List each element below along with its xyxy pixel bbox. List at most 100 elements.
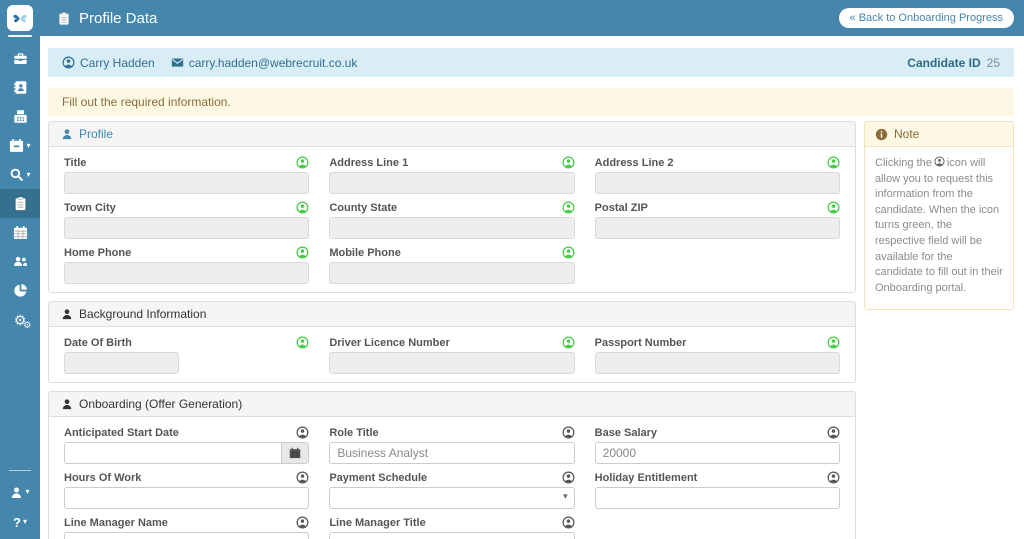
town-city-input bbox=[64, 217, 310, 239]
pie-chart-icon bbox=[13, 283, 28, 298]
date-of-birth-input bbox=[64, 352, 179, 374]
user-icon bbox=[61, 398, 73, 410]
sidebar-nav: ▾ ▾ ⚙ ⚙ bbox=[0, 44, 40, 334]
county-state-input bbox=[329, 217, 575, 239]
request-from-candidate-icon[interactable] bbox=[827, 471, 840, 484]
sidebar-item-settings[interactable]: ⚙ ⚙ bbox=[0, 305, 40, 334]
request-from-candidate-icon[interactable] bbox=[827, 336, 840, 349]
onboarding-panel-heading: Onboarding (Offer Generation) bbox=[49, 392, 855, 417]
info-circle-icon bbox=[875, 128, 888, 141]
calendar-minus-icon bbox=[9, 138, 24, 153]
users-icon bbox=[13, 254, 28, 269]
driver-licence-number-input bbox=[329, 352, 575, 374]
user-icon bbox=[61, 308, 73, 320]
line-manager-title-input[interactable] bbox=[329, 532, 575, 539]
sidebar-item-candidates[interactable] bbox=[0, 247, 40, 276]
chevron-down-icon: ▾ bbox=[26, 169, 31, 179]
field-label: Passport Number bbox=[594, 336, 687, 349]
calendar-picker-button[interactable] bbox=[281, 442, 310, 464]
user-circle-icon bbox=[934, 156, 945, 167]
main-content: Carry Hadden carry.hadden@webrecruit.co.… bbox=[40, 36, 1024, 539]
field-address-line-1: Address Line 1 bbox=[329, 156, 575, 194]
sidebar-divider bbox=[8, 35, 32, 37]
field-label: Address Line 1 bbox=[329, 156, 409, 169]
sidebar-item-profile-data-active[interactable] bbox=[0, 189, 40, 218]
request-from-candidate-icon[interactable] bbox=[827, 156, 840, 169]
field-label: Payment Schedule bbox=[329, 471, 428, 484]
user-icon bbox=[10, 486, 23, 499]
field-town-city: Town City bbox=[64, 201, 310, 239]
request-from-candidate-icon[interactable] bbox=[562, 471, 575, 484]
request-from-candidate-icon[interactable] bbox=[296, 156, 309, 169]
field-label: Town City bbox=[64, 201, 116, 214]
candidate-email: carry.hadden@webrecruit.co.uk bbox=[171, 56, 357, 70]
mobile-phone-input bbox=[329, 262, 575, 284]
request-from-candidate-icon[interactable] bbox=[296, 471, 309, 484]
form-column: Profile Title Address L bbox=[48, 121, 856, 539]
calendar-icon bbox=[289, 447, 301, 459]
request-from-candidate-icon[interactable] bbox=[827, 426, 840, 439]
field-label: Line Manager Name bbox=[64, 516, 168, 529]
role-title-input[interactable] bbox=[329, 442, 575, 464]
payment-schedule-select[interactable] bbox=[329, 487, 575, 509]
background-information-panel: Background Information Date Of Birth bbox=[48, 301, 856, 383]
page-title-text: Profile Data bbox=[79, 9, 158, 27]
back-to-onboarding-button[interactable]: « Back to Onboarding Progress bbox=[838, 8, 1014, 28]
search-icon bbox=[9, 167, 24, 182]
sidebar-item-account[interactable]: ▾ bbox=[0, 477, 40, 507]
help-icon: ? bbox=[13, 514, 21, 530]
request-from-candidate-icon[interactable] bbox=[562, 426, 575, 439]
field-base-salary: Base Salary bbox=[594, 426, 840, 464]
field-line-manager-name: Line Manager Name bbox=[64, 516, 310, 539]
field-label: Line Manager Title bbox=[329, 516, 426, 529]
holiday-entitlement-input[interactable] bbox=[594, 487, 840, 509]
field-label: Mobile Phone bbox=[329, 246, 401, 259]
field-label: Driver Licence Number bbox=[329, 336, 450, 349]
anticipated-start-date-input[interactable] bbox=[64, 442, 282, 464]
sidebar-item-jobs[interactable] bbox=[0, 44, 40, 73]
home-phone-input bbox=[64, 262, 310, 284]
sidebar-item-contacts[interactable] bbox=[0, 73, 40, 102]
note-column: Note Clicking the icon will allow you to … bbox=[864, 121, 1014, 311]
request-from-candidate-icon[interactable] bbox=[296, 516, 309, 529]
request-from-candidate-icon[interactable] bbox=[296, 336, 309, 349]
field-hours-of-work: Hours Of Work bbox=[64, 471, 310, 509]
address-book-icon bbox=[13, 80, 28, 95]
field-label: Postal ZIP bbox=[594, 201, 648, 214]
line-manager-name-input[interactable] bbox=[64, 532, 310, 539]
sidebar-item-search-menu[interactable]: ▾ bbox=[0, 160, 40, 189]
request-from-candidate-icon[interactable] bbox=[827, 201, 840, 214]
candidate-id: Candidate ID 25 bbox=[907, 56, 1000, 70]
request-from-candidate-icon[interactable] bbox=[296, 201, 309, 214]
app-logo[interactable] bbox=[7, 5, 33, 31]
request-from-candidate-icon[interactable] bbox=[296, 426, 309, 439]
field-label: Hours Of Work bbox=[64, 471, 142, 484]
calendar-icon bbox=[13, 225, 28, 240]
sidebar-item-calendar-menu[interactable]: ▾ bbox=[0, 131, 40, 160]
sidebar-item-calendar[interactable] bbox=[0, 218, 40, 247]
request-from-candidate-icon[interactable] bbox=[562, 246, 575, 259]
request-from-candidate-icon[interactable] bbox=[562, 516, 575, 529]
field-label: County State bbox=[329, 201, 398, 214]
sidebar-item-reports[interactable] bbox=[0, 276, 40, 305]
sidebar-item-help[interactable]: ? ▾ bbox=[0, 507, 40, 537]
field-passport-number: Passport Number bbox=[594, 336, 840, 374]
note-text: Clicking the icon will allow you to reque… bbox=[875, 156, 1003, 294]
background-panel-heading: Background Information bbox=[49, 302, 855, 327]
address-line-2-input bbox=[594, 172, 840, 194]
onboarding-offer-panel: Onboarding (Offer Generation) Anticipate… bbox=[48, 391, 856, 539]
base-salary-input[interactable] bbox=[594, 442, 840, 464]
sidebar-item-fax[interactable] bbox=[0, 102, 40, 131]
field-mobile-phone: Mobile Phone bbox=[329, 246, 575, 284]
hours-of-work-input[interactable] bbox=[64, 487, 310, 509]
candidate-name: Carry Hadden bbox=[62, 56, 155, 70]
passport-number-input bbox=[594, 352, 840, 374]
top-header-bar: Profile Data « Back to Onboarding Progre… bbox=[40, 0, 1024, 36]
title-input bbox=[64, 172, 310, 194]
field-address-line-2: Address Line 2 bbox=[594, 156, 840, 194]
request-from-candidate-icon[interactable] bbox=[296, 246, 309, 259]
request-from-candidate-icon[interactable] bbox=[562, 336, 575, 349]
required-info-alert: Fill out the required information. bbox=[48, 88, 1014, 116]
request-from-candidate-icon[interactable] bbox=[562, 201, 575, 214]
request-from-candidate-icon[interactable] bbox=[562, 156, 575, 169]
